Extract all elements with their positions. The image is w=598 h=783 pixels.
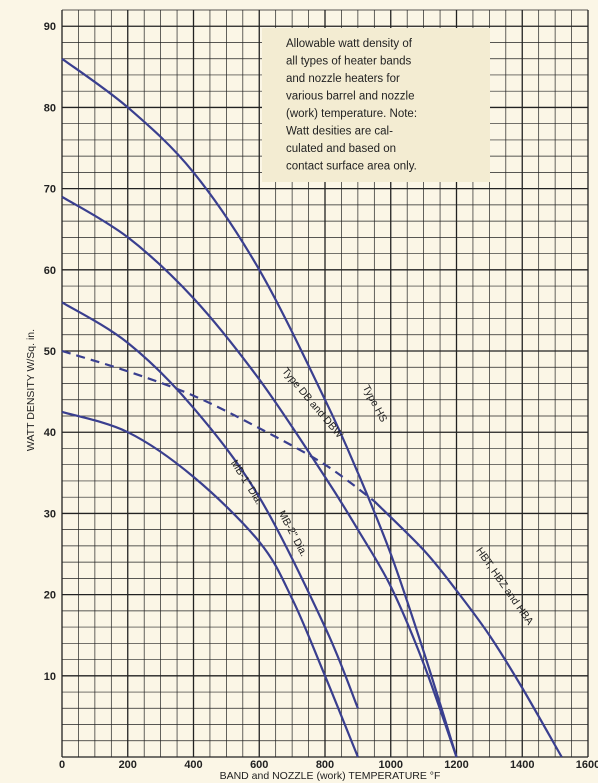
curves [61, 57, 563, 758]
x-axis-label: BAND and NOZZLE (work) TEMPERATURE °F [220, 770, 441, 782]
y-tick-label: 10 [44, 671, 56, 683]
dashed-segment-curve [61, 349, 375, 503]
y-tick-label: 70 [44, 184, 56, 196]
x-tick-label: 1200 [444, 759, 468, 771]
x-tick-label: 1000 [379, 759, 403, 771]
series-curve-3 [61, 301, 359, 709]
note-line: all types of heater bands [286, 56, 412, 68]
x-tick-label: 600 [250, 759, 268, 771]
y-tick-label: 90 [44, 21, 56, 33]
note-background [262, 28, 490, 182]
note-line: various barrel and nozzle [286, 91, 415, 103]
tick-labels: 0 200 400 600 800 1000 1200 1400 1600 10 20 30 40 50 6… [44, 21, 598, 771]
note-line: contact surface area only. [286, 161, 417, 173]
x-tick-label: 0 [59, 759, 65, 771]
series-curve-1 [61, 195, 458, 758]
note-line: Watt desities are cal- [286, 126, 393, 138]
x-tick-label: 400 [184, 759, 202, 771]
y-tick-label: 50 [44, 346, 56, 358]
x-tick-label: 800 [316, 759, 334, 771]
y-axis-label: WATT DENSITY W/Sq. in. [25, 329, 37, 451]
note-text: Allowable watt density of all types of he… [286, 38, 417, 173]
note-line: Allowable watt density of [286, 38, 413, 50]
note-line: and nozzle heaters for [286, 73, 400, 85]
y-tick-label: 40 [44, 427, 56, 439]
series-curve-0 [61, 57, 458, 758]
x-tick-label: 1600 [576, 759, 598, 771]
y-tick-label: 80 [44, 102, 56, 114]
x-tick-label: 1400 [510, 759, 534, 771]
series-curve-4 [61, 410, 359, 758]
note-line: (work) temperature. Note: [286, 108, 417, 120]
note-line: culated and based on [286, 143, 396, 155]
x-tick-label: 200 [119, 759, 137, 771]
series-curve-2 [373, 500, 563, 758]
note-box: Allowable watt density of all types of he… [262, 28, 490, 182]
y-tick-label: 30 [44, 508, 56, 520]
y-tick-label: 20 [44, 590, 56, 602]
y-tick-label: 60 [44, 265, 56, 277]
